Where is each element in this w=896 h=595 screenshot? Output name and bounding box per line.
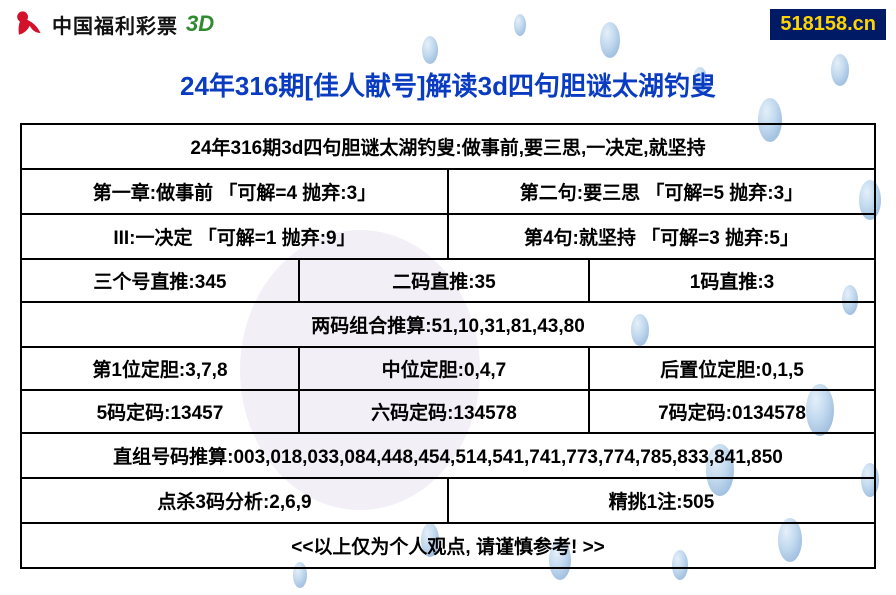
cell-verse-3: III:一决定 「可解=1 抛弃:9」: [21, 214, 448, 259]
row-pairs: 两码组合推算:51,10,31,81,43,80: [21, 302, 875, 347]
cell-pick1: 精挑1注:505: [448, 478, 875, 523]
logo-block: 中国福利彩票 3D: [10, 6, 214, 42]
cell-6code: 六码定码:134578: [299, 390, 589, 433]
cell-verse-2: 第二句:要三思 「可解=5 抛弃:3」: [448, 169, 875, 214]
cell-pos2: 中位定胆:0,4,7: [299, 347, 589, 390]
cell-verse-1: 第一章:做事前 「可解=4 抛弃:3」: [21, 169, 448, 214]
row-disclaimer: <<以上仅为个人观点, 请谨慎参考! >>: [21, 523, 875, 568]
logo-text: 中国福利彩票: [52, 10, 178, 39]
lottery-logo-icon: [10, 6, 46, 42]
cell-verse-4: 第4句:就坚持 「可解=3 抛弃:5」: [448, 214, 875, 259]
logo-3d: 3D: [186, 11, 214, 37]
row-combos: 直组号码推算:003,018,033,084,448,454,514,541,7…: [21, 433, 875, 478]
analysis-table: 24年316期3d四句胆谜太湖钓叟:做事前,要三思,一决定,就坚持 第一章:做事…: [20, 123, 876, 569]
cell-3num: 三个号直推:345: [21, 259, 299, 302]
header: 中国福利彩票 3D 518158.cn: [0, 0, 896, 42]
page-title: 24年316期[佳人献号]解读3d四句胆谜太湖钓叟: [0, 66, 896, 103]
cell-1num: 1码直推:3: [589, 259, 875, 302]
site-badge: 518158.cn: [770, 9, 886, 40]
row-riddle: 24年316期3d四句胆谜太湖钓叟:做事前,要三思,一决定,就坚持: [21, 124, 875, 169]
cell-kill3: 点杀3码分析:2,6,9: [21, 478, 448, 523]
cell-pos3: 后置位定胆:0,1,5: [589, 347, 875, 390]
cell-7code: 7码定码:0134578: [589, 390, 875, 433]
cell-5code: 5码定码:13457: [21, 390, 299, 433]
cell-2num: 二码直推:35: [299, 259, 589, 302]
cell-pos1: 第1位定胆:3,7,8: [21, 347, 299, 390]
